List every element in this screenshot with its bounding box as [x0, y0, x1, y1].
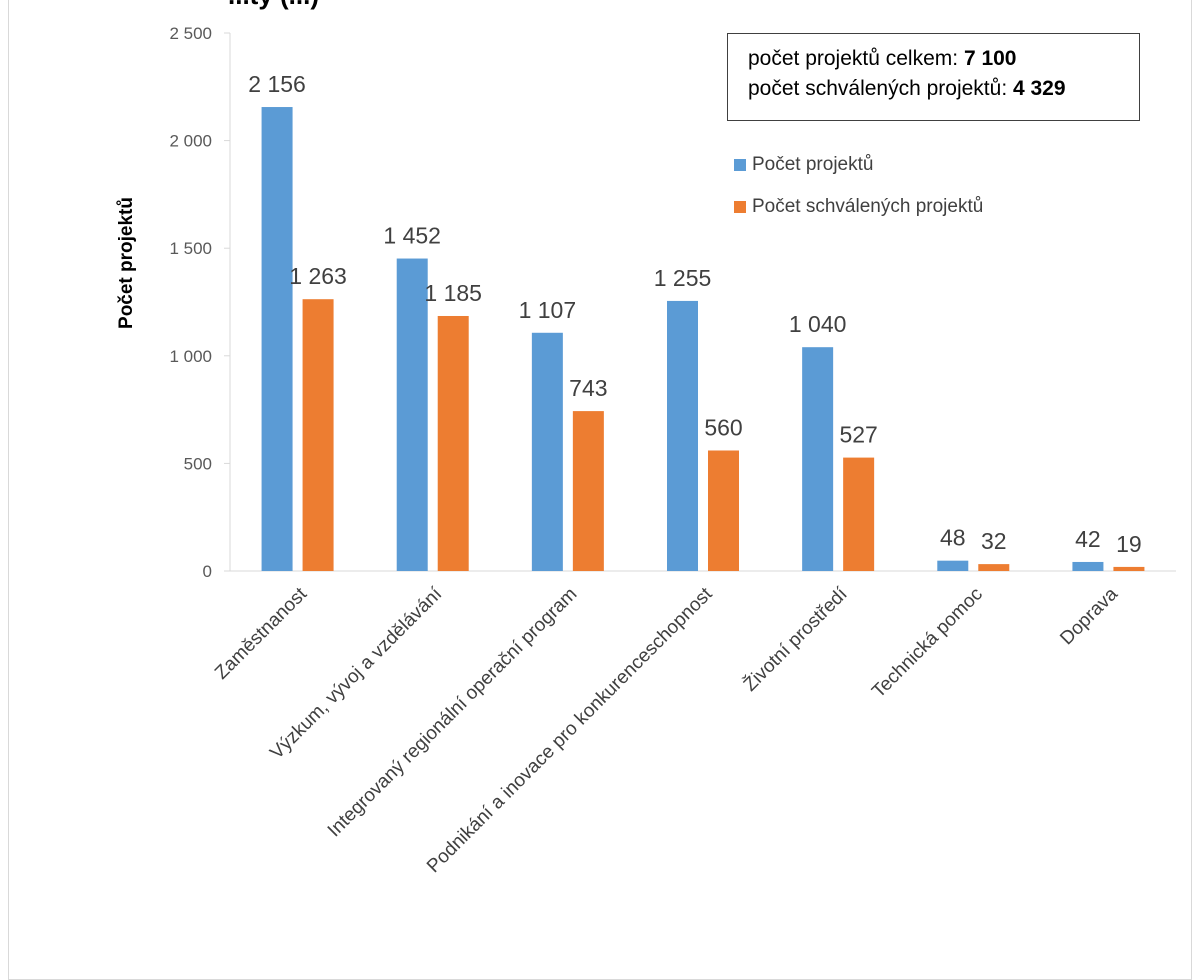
approved-projects-value: 4 329 — [1012, 77, 1066, 100]
y-tick-label: 2 500 — [169, 24, 212, 43]
data-label-total: 1 040 — [789, 311, 847, 337]
bar-approved-projects — [978, 564, 1010, 571]
bar-approved-projects — [302, 299, 334, 571]
y-axis-title: Počet projektů — [116, 197, 137, 329]
y-tick-label: 1 000 — [169, 347, 212, 366]
category-label: Technická pomoc — [868, 584, 987, 703]
y-axis: 0 500 1 000 1 500 2 000 2 500 — [169, 24, 1176, 581]
category-label: Integrovaný regionální operační program — [324, 584, 582, 842]
data-label-approved: 527 — [839, 422, 877, 448]
data-label-approved: 19 — [1116, 531, 1142, 557]
data-label-approved: 32 — [981, 528, 1007, 554]
category-label: Podnikání a inovace pro konkurenceschopn… — [423, 583, 717, 877]
data-label-total: 48 — [940, 525, 966, 551]
bar-total-projects — [396, 258, 428, 571]
approved-projects-line: počet schválených projektů: 4 329 — [748, 74, 1139, 104]
category-label: Životní prostředí — [739, 582, 852, 695]
total-projects-label: počet projektů celkem: — [748, 47, 964, 70]
bar-approved-projects — [572, 411, 604, 571]
totals-box: počet projektů celkem: 7 100 počet schvá… — [727, 33, 1140, 121]
bar-total-projects — [667, 300, 698, 571]
y-tick-label: 2 000 — [169, 132, 212, 151]
data-label-approved: 743 — [569, 375, 607, 401]
legend-item-total: Počet projektů — [734, 144, 983, 186]
legend: Počet projektů Počet schválených projekt… — [734, 144, 983, 228]
data-label-total: 1 255 — [654, 265, 712, 291]
data-label-total: 1 452 — [383, 223, 441, 249]
y-tick-label: 1 500 — [169, 239, 212, 258]
data-label-approved: 1 185 — [424, 280, 482, 306]
bar-approved-projects — [708, 450, 739, 571]
bar-total-projects — [261, 107, 293, 571]
total-projects-value: 7 100 — [963, 47, 1017, 70]
category-label: Zaměstnanost — [211, 583, 311, 683]
bar-total-projects — [937, 560, 969, 571]
legend-swatch-approved — [734, 201, 746, 213]
bars — [261, 107, 1145, 571]
data-label-approved: 560 — [704, 414, 742, 440]
data-labels: 2 156 1 263 1 452 1 185 1 107 743 1 255 560 1 04… — [248, 71, 1141, 557]
bar-approved-projects — [843, 457, 875, 571]
legend-label-approved: Počet schválených projektů — [752, 196, 984, 217]
data-label-total: 42 — [1075, 526, 1101, 552]
category-label: Doprava — [1056, 583, 1122, 649]
bar-total-projects — [802, 347, 834, 571]
y-tick-label: 0 — [203, 562, 212, 581]
bar-total-projects — [531, 332, 563, 571]
data-label-total: 2 156 — [248, 71, 306, 97]
bar-total-projects — [1072, 561, 1104, 571]
data-label-approved: 1 263 — [289, 263, 347, 289]
legend-item-approved: Počet schválených projektů — [734, 186, 983, 228]
bar-approved-projects — [437, 315, 469, 571]
bar-approved-projects — [1113, 566, 1145, 571]
y-tick-label: 500 — [184, 454, 212, 473]
approved-projects-label: počet schválených projektů: — [748, 77, 1013, 100]
data-label-total: 1 107 — [519, 297, 577, 323]
legend-swatch-total — [734, 159, 746, 171]
chart-title: ...ty (...) — [228, 0, 319, 11]
total-projects-line: počet projektů celkem: 7 100 — [748, 44, 1139, 74]
legend-label-total: Počet projektů — [752, 154, 874, 175]
